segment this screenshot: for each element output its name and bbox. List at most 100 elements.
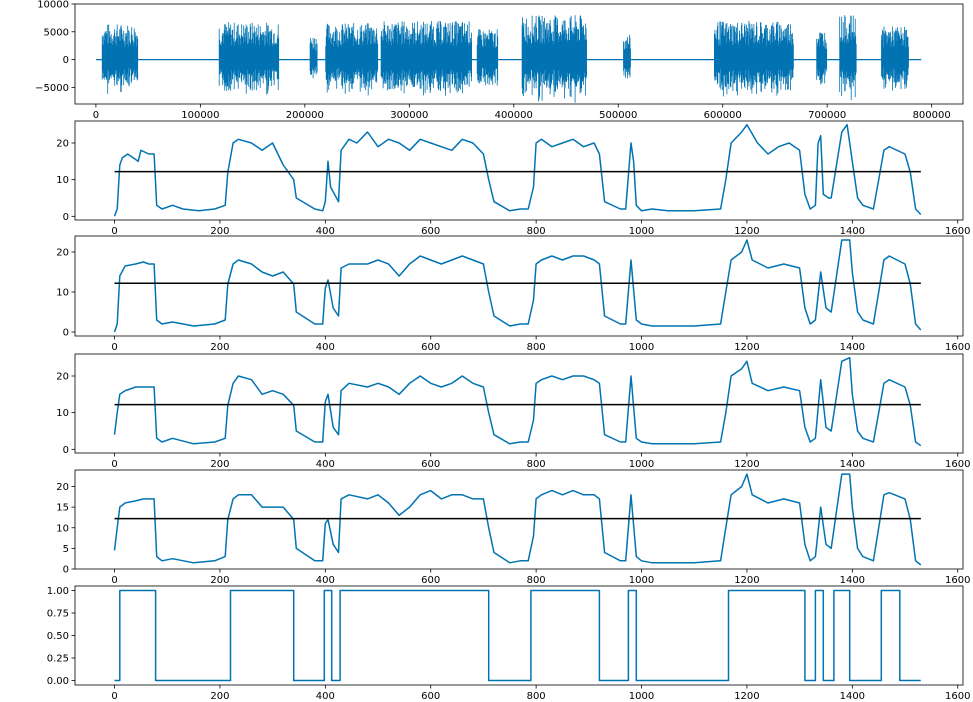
subplots: 0 100000 200000 300000 400000 500000 600000 700… <box>35 0 970 702</box>
y-tick-label: 0 <box>63 445 69 456</box>
x-tick-label: 800 <box>527 342 546 353</box>
plot-area <box>113 356 922 447</box>
x-tick-label: 1400 <box>840 342 865 353</box>
x-tick-label: 1200 <box>734 459 759 470</box>
subplot-feature-2: 0 200 400 600 800 1000 1200 1400 1600 0 10 20 <box>56 235 970 353</box>
x-tick-label: 200 <box>210 226 229 237</box>
series-line <box>113 473 922 566</box>
x-tick-label: 400 <box>316 691 335 702</box>
x-tick-label: 200 <box>210 691 229 702</box>
plot-area <box>113 473 922 566</box>
x-tick-label: 600 <box>421 226 440 237</box>
waveform-burst <box>881 26 909 91</box>
x-tick-label: 800 <box>527 459 546 470</box>
axes-frame <box>74 235 964 337</box>
y-tick-label: −5000 <box>35 83 69 94</box>
series-line <box>113 356 922 447</box>
x-tick-label: 1600 <box>945 226 970 237</box>
y-tick-label: 20 <box>56 248 69 259</box>
y-tick-label: 10 <box>56 408 69 419</box>
y-tick-label: 0 <box>63 55 69 66</box>
x-tick-label: 200000 <box>286 110 324 121</box>
x-tick-label: 1400 <box>840 459 865 470</box>
x-tick-label: 400 <box>316 575 335 586</box>
x-tick-label: 0 <box>111 575 117 586</box>
x-tick-label: 1600 <box>945 575 970 586</box>
waveform-burst <box>714 20 794 97</box>
y-tick-label: 0.75 <box>47 609 69 620</box>
x-tick-label: 600 <box>421 342 440 353</box>
x-tick-label: 600 <box>421 459 440 470</box>
x-tick-label: 1400 <box>840 691 865 702</box>
x-tick-label: 1000 <box>629 575 654 586</box>
waveform-burst <box>218 22 280 95</box>
x-tick-label: 800 <box>527 691 546 702</box>
x-tick-label: 1000 <box>629 691 654 702</box>
x-tick-label: 1200 <box>734 691 759 702</box>
x-tick-label: 800000 <box>913 110 951 121</box>
axes-frame <box>74 469 964 570</box>
x-tick-label: 200 <box>210 459 229 470</box>
y-tick-label: 5 <box>63 544 69 555</box>
subplot-feature-1: 0 200 400 600 800 1000 1200 1400 1600 0 10 20 <box>56 120 970 237</box>
y-tick-label: 0.50 <box>47 631 69 642</box>
plot-area <box>113 239 922 333</box>
y-tick-label: 0 <box>63 328 69 339</box>
y-tick-label: 10 <box>56 288 69 299</box>
x-tick-label: 0 <box>93 110 99 121</box>
x-tick-label: 400 <box>316 226 335 237</box>
y-tick-label: 10 <box>56 523 69 534</box>
y-tick-label: 0 <box>63 212 69 223</box>
x-tick-label: 1200 <box>734 342 759 353</box>
plot-area <box>113 123 922 217</box>
x-tick-label: 800 <box>527 575 546 586</box>
y-tick-label: 5000 <box>44 27 69 38</box>
axes-frame <box>74 353 964 454</box>
plot-area <box>114 589 921 682</box>
x-tick-label: 1400 <box>840 226 865 237</box>
subplot-feature-4: 0 200 400 600 800 1000 1200 1400 1600 0 5 10 15 20 <box>56 469 970 586</box>
x-tick-label: 1000 <box>629 342 654 353</box>
axes-frame <box>74 3 964 105</box>
waveform-burst <box>521 15 587 103</box>
waveform-burst <box>623 34 631 79</box>
waveform-burst <box>309 38 318 79</box>
y-tick-label: 20 <box>56 482 69 493</box>
x-tick-label: 600000 <box>704 110 742 121</box>
x-tick-label: 300000 <box>390 110 428 121</box>
series-line <box>113 239 922 333</box>
waveform-burst <box>816 32 828 85</box>
x-tick-label: 400 <box>316 459 335 470</box>
waveform-burst <box>839 15 857 101</box>
x-tick-label: 1400 <box>840 575 865 586</box>
x-tick-label: 700000 <box>808 110 846 121</box>
x-tick-label: 1600 <box>945 459 970 470</box>
x-tick-label: 1000 <box>629 459 654 470</box>
x-tick-label: 600 <box>421 691 440 702</box>
series-line <box>114 589 921 682</box>
x-tick-label: 200 <box>210 342 229 353</box>
waveform-burst <box>101 24 139 94</box>
waveform-burst <box>380 20 472 96</box>
x-tick-label: 600 <box>421 575 440 586</box>
x-tick-label: 0 <box>111 459 117 470</box>
x-tick-label: 0 <box>111 226 117 237</box>
axes-frame <box>74 120 964 221</box>
y-tick-label: 15 <box>56 503 69 514</box>
x-tick-label: 0 <box>111 691 117 702</box>
x-tick-label: 200 <box>210 575 229 586</box>
subplot-feature-3: 0 200 400 600 800 1000 1200 1400 1600 0 10 20 <box>56 353 970 470</box>
y-tick-label: 10000 <box>37 0 69 11</box>
y-tick-label: 20 <box>56 372 69 383</box>
x-tick-label: 0 <box>111 342 117 353</box>
x-tick-label: 400000 <box>495 110 533 121</box>
series-line <box>113 123 922 217</box>
x-tick-label: 500000 <box>599 110 637 121</box>
y-tick-label: 0.25 <box>47 654 69 665</box>
x-tick-label: 1600 <box>945 691 970 702</box>
y-tick-label: 20 <box>56 139 69 150</box>
x-tick-label: 1000 <box>629 226 654 237</box>
subplot-waveform: 0 100000 200000 300000 400000 500000 600000 700… <box>35 0 964 121</box>
